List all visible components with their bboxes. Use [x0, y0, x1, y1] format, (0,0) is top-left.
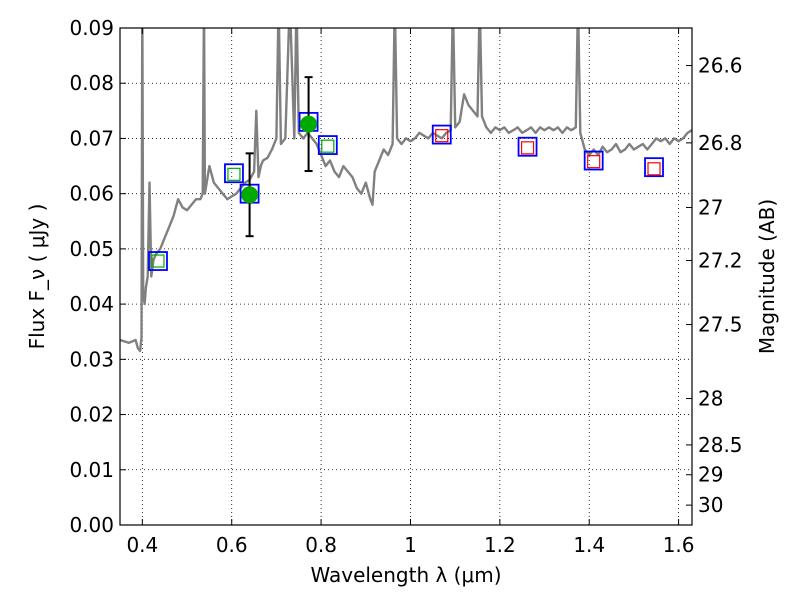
x-tick-label: 1.6	[663, 533, 695, 557]
y-tick-label: 0.02	[69, 403, 114, 427]
plot-frame	[119, 27, 693, 526]
x-tick-label: 1	[404, 533, 417, 557]
synthetic-photometry-marker	[431, 124, 452, 145]
x-axis-label: Wavelength λ (μm)	[310, 563, 501, 587]
photometry-point-marker	[587, 155, 601, 169]
synthetic-photometry-marker	[317, 135, 338, 155]
y-tick-label: 0.01	[69, 458, 114, 482]
y-tick-label: 0.06	[69, 182, 114, 206]
right-tick-label: 28.5	[698, 433, 743, 457]
y-tick-label: 0.00	[69, 513, 114, 537]
photometry-point-marker	[647, 162, 661, 176]
detection-point	[300, 115, 318, 133]
right-tick-label: 27.5	[698, 313, 743, 337]
x-tick-label: 1.2	[484, 533, 516, 557]
photometry-point-marker	[435, 129, 449, 143]
y-tick-label: 0.05	[69, 237, 114, 261]
synthetic-photometry-marker	[644, 157, 664, 178]
synthetic-photometry-marker	[583, 150, 604, 171]
x-tick-label: 1.4	[573, 533, 605, 557]
series	[120, 28, 692, 353]
y-tick-label: 0.04	[69, 292, 114, 316]
sed-model-line	[120, 28, 692, 353]
detection-point	[241, 186, 259, 204]
photometry-point-marker	[227, 167, 241, 181]
synthetic-photometry-marker	[517, 136, 538, 157]
right-tick-label: 27	[698, 195, 723, 219]
y-axis-label: Flux F_ν ( μJy )	[25, 204, 49, 350]
y-tick-label: 0.07	[69, 126, 114, 150]
ticks: 0.4 0.6 0.8 1 1.2 1.4 1.6 0.00 0.01 0.02 0.03 0.04 0…	[69, 16, 742, 557]
y-tick-label: 0.03	[69, 347, 114, 371]
y-tick-label: 0.08	[69, 71, 114, 95]
x-tick-label: 0.4	[126, 533, 158, 557]
right-tick-label: 29	[698, 463, 723, 487]
photometry-point-marker	[520, 141, 535, 155]
synthetic-photometry-marker	[224, 163, 244, 184]
right-tick-label: 30	[698, 493, 723, 517]
grid	[120, 27, 692, 526]
right-axis-label: Magnitude (AB)	[755, 199, 779, 354]
right-tick-label: 27.2	[698, 248, 743, 272]
y-tick-label: 0.09	[69, 16, 114, 40]
right-tick-label: 28	[698, 387, 723, 411]
x-tick-label: 0.6	[216, 533, 248, 557]
x-tick-label: 0.8	[305, 533, 337, 557]
right-tick-label: 26.8	[698, 131, 743, 155]
photometry-point-marker	[151, 254, 165, 268]
right-tick-label: 26.6	[698, 54, 743, 78]
synthetic-photometry-marker	[148, 251, 168, 271]
photometry-point-marker	[321, 139, 335, 153]
